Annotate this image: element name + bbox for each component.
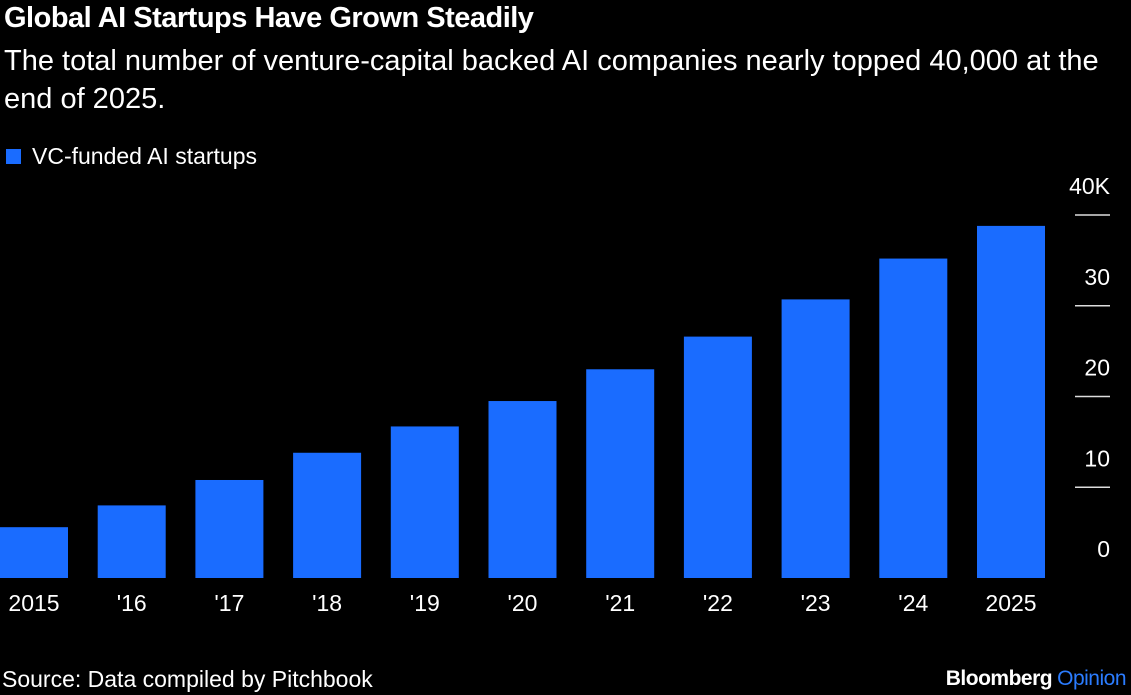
bar <box>977 225 1045 578</box>
bar <box>293 452 362 578</box>
bar <box>879 258 948 578</box>
bar <box>586 369 655 578</box>
bar <box>0 527 68 578</box>
y-tick-label: 10 <box>1084 445 1110 471</box>
brand-name: Bloomberg <box>946 667 1052 690</box>
bar <box>195 479 264 578</box>
bar <box>97 505 166 578</box>
y-tick-label: 20 <box>1084 355 1110 381</box>
legend-label: VC-funded AI startups <box>32 143 257 169</box>
chart-subtitle: The total number of venture-capital back… <box>4 45 1099 115</box>
x-tick-label: 2025 <box>985 590 1036 616</box>
brand-suffix: Opinion <box>1057 667 1126 690</box>
branding: Bloomberg Opinion <box>946 667 1126 690</box>
x-tick-label: '20 <box>508 590 538 616</box>
bar <box>683 336 752 578</box>
x-tick-label: '22 <box>703 590 733 616</box>
y-tick-label: 0 <box>1097 536 1110 562</box>
x-tick-label: '24 <box>898 590 928 616</box>
x-tick-label: '23 <box>801 590 831 616</box>
y-tick-label: 40K <box>1069 173 1111 199</box>
y-tick-label: 30 <box>1084 264 1110 290</box>
source-note: Source: Data compiled by Pitchbook <box>2 666 373 692</box>
bar <box>781 299 850 578</box>
x-tick-label: '19 <box>410 590 440 616</box>
bar <box>390 426 459 578</box>
x-tick-label: '17 <box>214 590 244 616</box>
x-tick-label: '18 <box>312 590 342 616</box>
legend-swatch <box>6 149 21 164</box>
x-tick-label: 2015 <box>8 590 59 616</box>
x-tick-label: '21 <box>605 590 635 616</box>
x-tick-label: '16 <box>117 590 147 616</box>
chart-title: Global AI Startups Have Grown Steadily <box>4 2 534 34</box>
bar <box>488 401 557 578</box>
